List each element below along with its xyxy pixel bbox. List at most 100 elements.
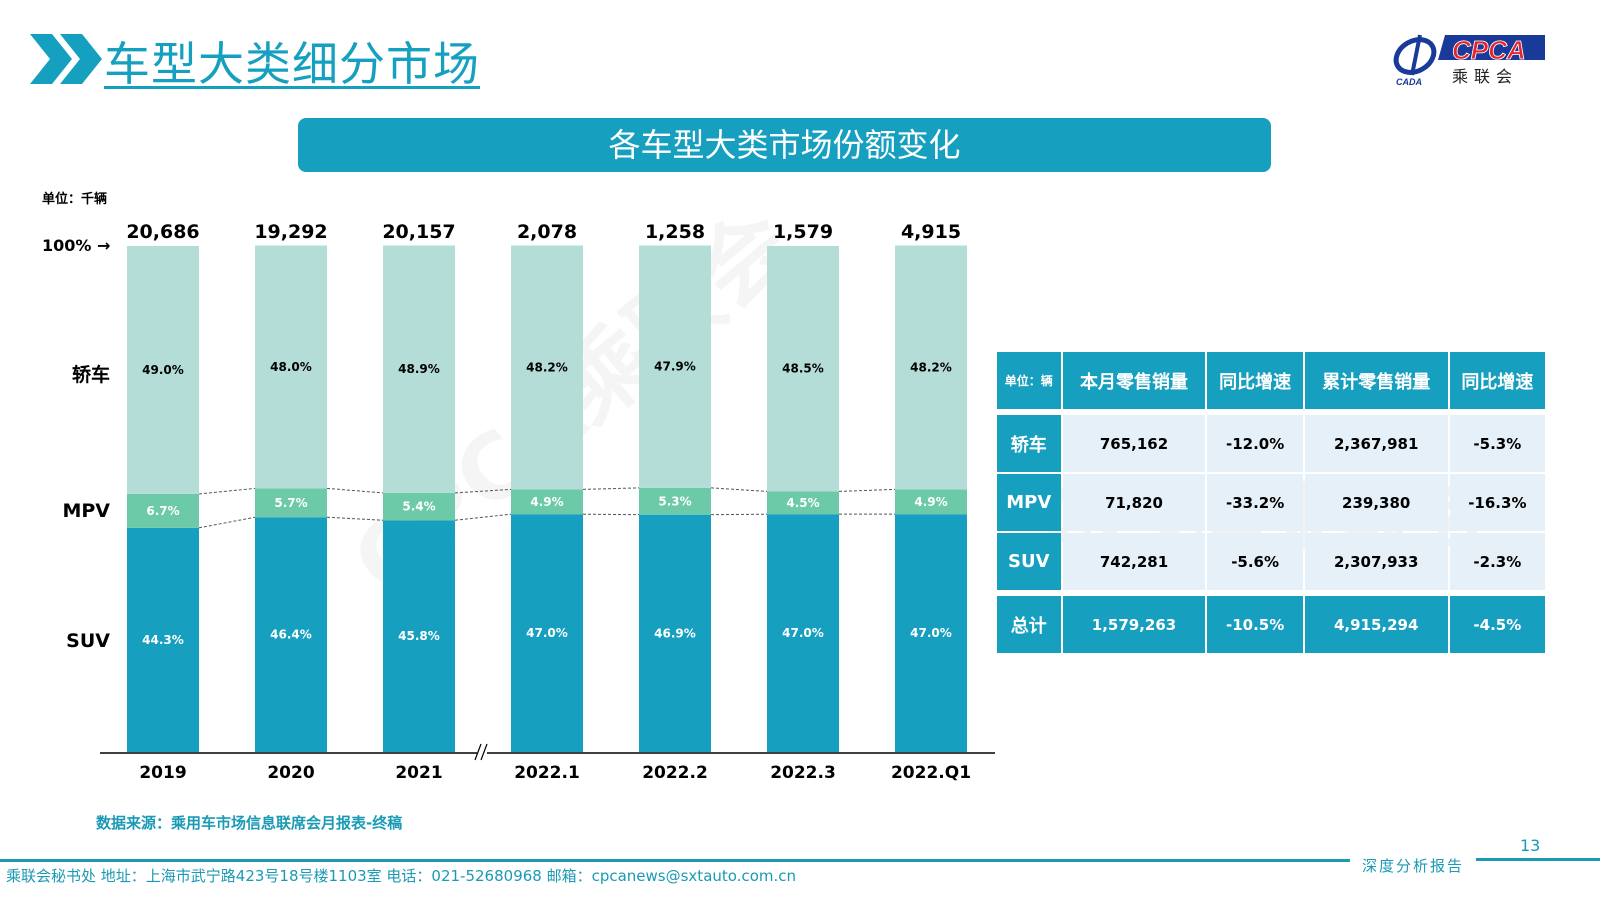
bar-segment xyxy=(383,520,455,752)
header-cell: 同比增速 xyxy=(1207,352,1303,409)
table-cell: 239,380 xyxy=(1304,474,1448,531)
chart-banner-title: 各车型大类市场份额变化 xyxy=(298,118,1271,172)
data-label: 48.5% xyxy=(782,362,824,376)
table-cell: -10.5% xyxy=(1207,596,1303,653)
page-number: 13 xyxy=(1520,836,1541,855)
bar-segment xyxy=(383,492,455,521)
data-label: 5.7% xyxy=(274,496,307,510)
table-cell: -2.3% xyxy=(1449,533,1545,590)
connector-line xyxy=(326,516,384,521)
connector-line xyxy=(198,487,256,495)
connector-line xyxy=(582,513,640,516)
bar-segment xyxy=(127,527,199,752)
table-cell: 71,820 xyxy=(1062,474,1206,531)
bar-segment xyxy=(511,514,583,752)
unit-label: 单位：千辆 xyxy=(42,192,108,207)
connector-line xyxy=(454,488,512,494)
table-row: SUV 742,281 -5.6% 2,307,933 -2.3% xyxy=(997,533,1545,590)
data-label: 4.5% xyxy=(786,496,819,510)
data-label: 46.4% xyxy=(270,628,312,642)
table-total-row: 总计 1,579,263 -10.5% 4,915,294 -4.5% xyxy=(997,596,1545,653)
x-tick-label: 2020 xyxy=(267,763,314,783)
data-label: 47.0% xyxy=(782,626,824,640)
table-cell: -33.2% xyxy=(1207,474,1303,531)
bar-segment xyxy=(639,487,711,515)
x-tick-label: 2022.1 xyxy=(514,763,580,783)
total-label: 19,292 xyxy=(254,221,327,243)
bar-segment xyxy=(255,517,327,752)
footer-divider-right xyxy=(1476,858,1600,861)
data-label: 48.9% xyxy=(398,362,440,376)
data-label: 47.9% xyxy=(654,360,696,374)
total-label: 1,579 xyxy=(773,221,833,243)
series-label-suv: SUV xyxy=(66,630,110,652)
data-label: 47.0% xyxy=(910,626,952,640)
data-label: 45.8% xyxy=(398,629,440,643)
svg-text:CADA: CADA xyxy=(1396,77,1422,87)
x-tick-label: 2019 xyxy=(139,763,186,783)
table-cell: 742,281 xyxy=(1062,533,1206,590)
bar-segment xyxy=(767,491,839,515)
series-label-mpv: MPV xyxy=(62,500,110,522)
table-cell: -12.0% xyxy=(1207,415,1303,472)
header-cell: 本月零售销量 xyxy=(1062,352,1206,409)
sales-table: 单位：辆 本月零售销量 同比增速 累计零售销量 同比增速 轿车 765,162 -1… xyxy=(995,350,1547,655)
series-label-sedan: 轿车 xyxy=(71,364,110,386)
data-label: 5.4% xyxy=(402,500,435,514)
bar-segment xyxy=(511,245,583,490)
data-label: 48.2% xyxy=(526,360,568,374)
header-cell: 累计零售销量 xyxy=(1304,352,1448,409)
hundred-percent-marker: 100% → xyxy=(42,236,111,255)
total-label: 20,686 xyxy=(126,221,199,243)
bar-segment xyxy=(767,514,839,752)
table-cell: -5.6% xyxy=(1207,533,1303,590)
x-tick-label: 2022.Q1 xyxy=(891,763,971,783)
header-cell: 同比增速 xyxy=(1449,352,1545,409)
footer-divider xyxy=(0,859,1350,862)
data-label: 46.9% xyxy=(654,626,696,640)
bar-segment xyxy=(255,488,327,518)
x-tick-label: 2021 xyxy=(395,763,442,783)
data-label: 47.0% xyxy=(526,626,568,640)
connector-line xyxy=(454,513,512,521)
table-cell: -4.5% xyxy=(1449,596,1545,653)
x-tick-label: 2022.2 xyxy=(642,763,708,783)
report-tag: 深度分析报告 xyxy=(1362,857,1465,875)
data-label: 4.9% xyxy=(530,495,563,509)
bar-segment xyxy=(767,246,839,492)
axis-break-mark xyxy=(474,743,482,761)
connector-line xyxy=(582,487,640,490)
table-cell: -5.3% xyxy=(1449,415,1545,472)
data-label: 4.9% xyxy=(914,495,947,509)
row-header: SUV xyxy=(997,533,1061,590)
bar-segment xyxy=(895,489,967,515)
connector-line xyxy=(710,487,768,492)
bar-segment xyxy=(127,493,199,528)
x-tick-label: 2022.3 xyxy=(770,763,836,783)
row-header: 总计 xyxy=(997,596,1061,653)
data-label: 44.3% xyxy=(142,633,184,647)
table-cell: -16.3% xyxy=(1449,474,1545,531)
table-cell: 1,579,263 xyxy=(1062,596,1206,653)
connector-line xyxy=(710,513,768,516)
bar-segment xyxy=(255,245,327,489)
bar-segment xyxy=(895,245,967,490)
header-cell: 单位：辆 xyxy=(997,352,1061,409)
connector-line xyxy=(326,487,384,494)
table-cell: 2,367,981 xyxy=(1304,415,1448,472)
table-row: 轿车 765,162 -12.0% 2,367,981 -5.3% xyxy=(997,415,1545,472)
bar-segment xyxy=(639,514,711,752)
connector-line xyxy=(198,516,256,529)
bar-segment xyxy=(511,489,583,515)
bar-segment xyxy=(127,246,199,494)
svg-text:乘联会: 乘联会 xyxy=(1452,67,1518,86)
data-label: 5.3% xyxy=(658,494,691,508)
table-row: MPV 71,820 -33.2% 239,380 -16.3% xyxy=(997,474,1545,531)
total-label: 4,915 xyxy=(901,221,961,243)
bar-segment xyxy=(383,245,455,493)
row-header: 轿车 xyxy=(997,415,1061,472)
page-title: 车型大类细分市场 xyxy=(104,37,480,91)
total-label: 2,078 xyxy=(517,221,577,243)
table-cell: 4,915,294 xyxy=(1304,596,1448,653)
svg-text:CPCA: CPCA xyxy=(1452,35,1526,65)
